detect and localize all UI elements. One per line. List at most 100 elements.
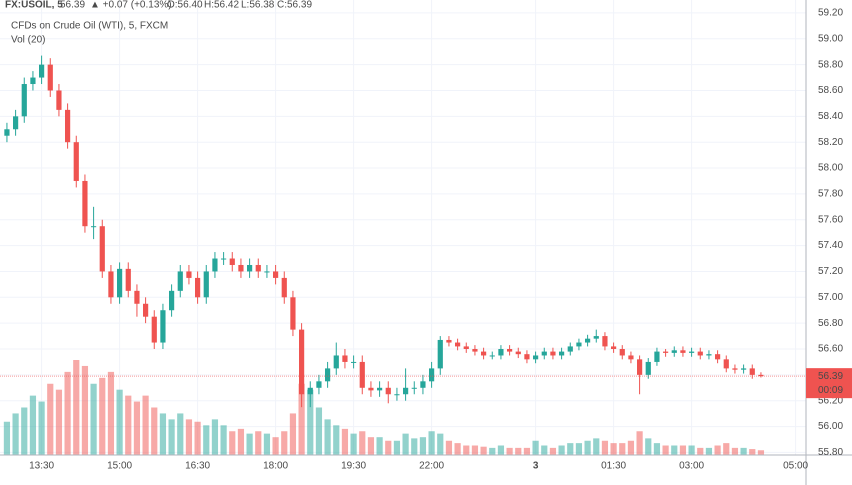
y-tick-label: 59.20 (818, 8, 843, 19)
candles (0, 55, 806, 408)
candle-body (13, 116, 19, 130)
x-tick-label: 16:30 (185, 461, 210, 472)
volume-bar (315, 407, 323, 455)
change: ▲ +0.07 (+0.13%) (90, 0, 172, 11)
volume-bar (610, 443, 617, 455)
volume-bar (385, 440, 392, 455)
volume-bar (714, 445, 721, 455)
volume-bar (723, 443, 730, 455)
volume-bar (688, 445, 695, 455)
volume-label: Vol (20) (11, 35, 45, 46)
y-tick-label: 57.60 (818, 214, 843, 225)
candle-body (221, 258, 227, 260)
volume-bar (463, 445, 470, 455)
volume-bar (367, 437, 375, 455)
candle-body (56, 90, 62, 110)
volume-bar (541, 445, 548, 455)
candle-body (671, 350, 677, 353)
volume-bar (575, 443, 583, 455)
volume-bar (341, 428, 349, 455)
candle-body (177, 271, 183, 291)
volume-bar (584, 440, 591, 455)
y-tick-label: 56.20 (818, 395, 843, 406)
volume-bar (419, 437, 427, 455)
y-tick-label: 57.00 (818, 292, 843, 303)
y-tick-label: 56.60 (818, 344, 843, 355)
volume-bar (393, 440, 401, 455)
y-tick-label: 58.00 (818, 163, 843, 174)
candle-body (47, 64, 53, 91)
candle-body (359, 361, 365, 388)
countdown: 00:09 (818, 385, 843, 396)
volume-bar (359, 431, 366, 455)
candle-body (602, 336, 608, 347)
candle-body (550, 351, 556, 356)
volume-bar (237, 428, 245, 455)
candle-body (39, 64, 45, 78)
volume-bar (497, 445, 505, 455)
x-tick-label: 15:00 (107, 461, 132, 472)
candle-body (316, 381, 322, 388)
candle-body (203, 271, 209, 298)
candle-body (567, 346, 573, 352)
volume-bar (480, 446, 487, 455)
symbol: FX:USOIL, 5 (5, 0, 63, 11)
candle-body (680, 350, 686, 353)
candle-body (420, 381, 426, 388)
candle-body (576, 342, 582, 347)
candle-body (654, 351, 660, 362)
volume-bar (662, 445, 669, 455)
candle-body (212, 258, 218, 272)
candle-body (411, 387, 417, 389)
candle-body (160, 310, 166, 343)
volume-bar (671, 445, 678, 455)
volume-bar (211, 419, 219, 455)
y-tick-label: 56.80 (818, 318, 843, 329)
x-tick-label: 05:00 (783, 461, 808, 472)
y-tick-label: 59.00 (818, 33, 843, 44)
volume-bar (246, 433, 253, 455)
candle-body (377, 387, 383, 391)
volume-bar (133, 401, 141, 455)
candle-body (273, 271, 279, 278)
candle-body (637, 359, 643, 375)
y-tick-label: 57.40 (818, 240, 843, 251)
candle-body (723, 359, 729, 369)
volume-bar (471, 445, 479, 455)
volume-bar (142, 395, 149, 455)
candle-body (290, 297, 296, 330)
volume-bar (636, 431, 643, 455)
volume-bar (645, 438, 652, 455)
volume-bar (532, 440, 539, 455)
candle-body (4, 129, 10, 136)
volume-bar (159, 413, 167, 455)
x-tick-label: 19:30 (341, 461, 366, 472)
candle-body (498, 349, 504, 356)
volume-bar (567, 443, 574, 455)
subtitle: CFDs on Crude Oil (WTI), 5, FXCM (11, 21, 168, 32)
candle-body (325, 368, 331, 382)
volume-bar (73, 360, 80, 455)
volume-bar (333, 425, 340, 455)
candle-body (585, 338, 591, 343)
candle-body (342, 355, 348, 362)
y-tick-label: 58.80 (818, 59, 843, 70)
candle-body (73, 142, 79, 181)
candle-body (507, 349, 513, 352)
candle-body (446, 339, 452, 343)
candle-body (455, 342, 461, 347)
candle-body (515, 351, 521, 355)
candle-body (247, 264, 253, 272)
candle-body (429, 368, 435, 382)
candle-body (238, 264, 244, 272)
candle-body (169, 290, 175, 311)
candle-body (524, 354, 530, 360)
ohlc: C:56.39 (277, 0, 312, 11)
candle-body (697, 351, 703, 356)
candle-body (481, 351, 487, 356)
volume-bar (489, 447, 496, 455)
candle-body (732, 368, 738, 370)
candle-body (645, 361, 651, 375)
volume-bar (705, 447, 713, 455)
